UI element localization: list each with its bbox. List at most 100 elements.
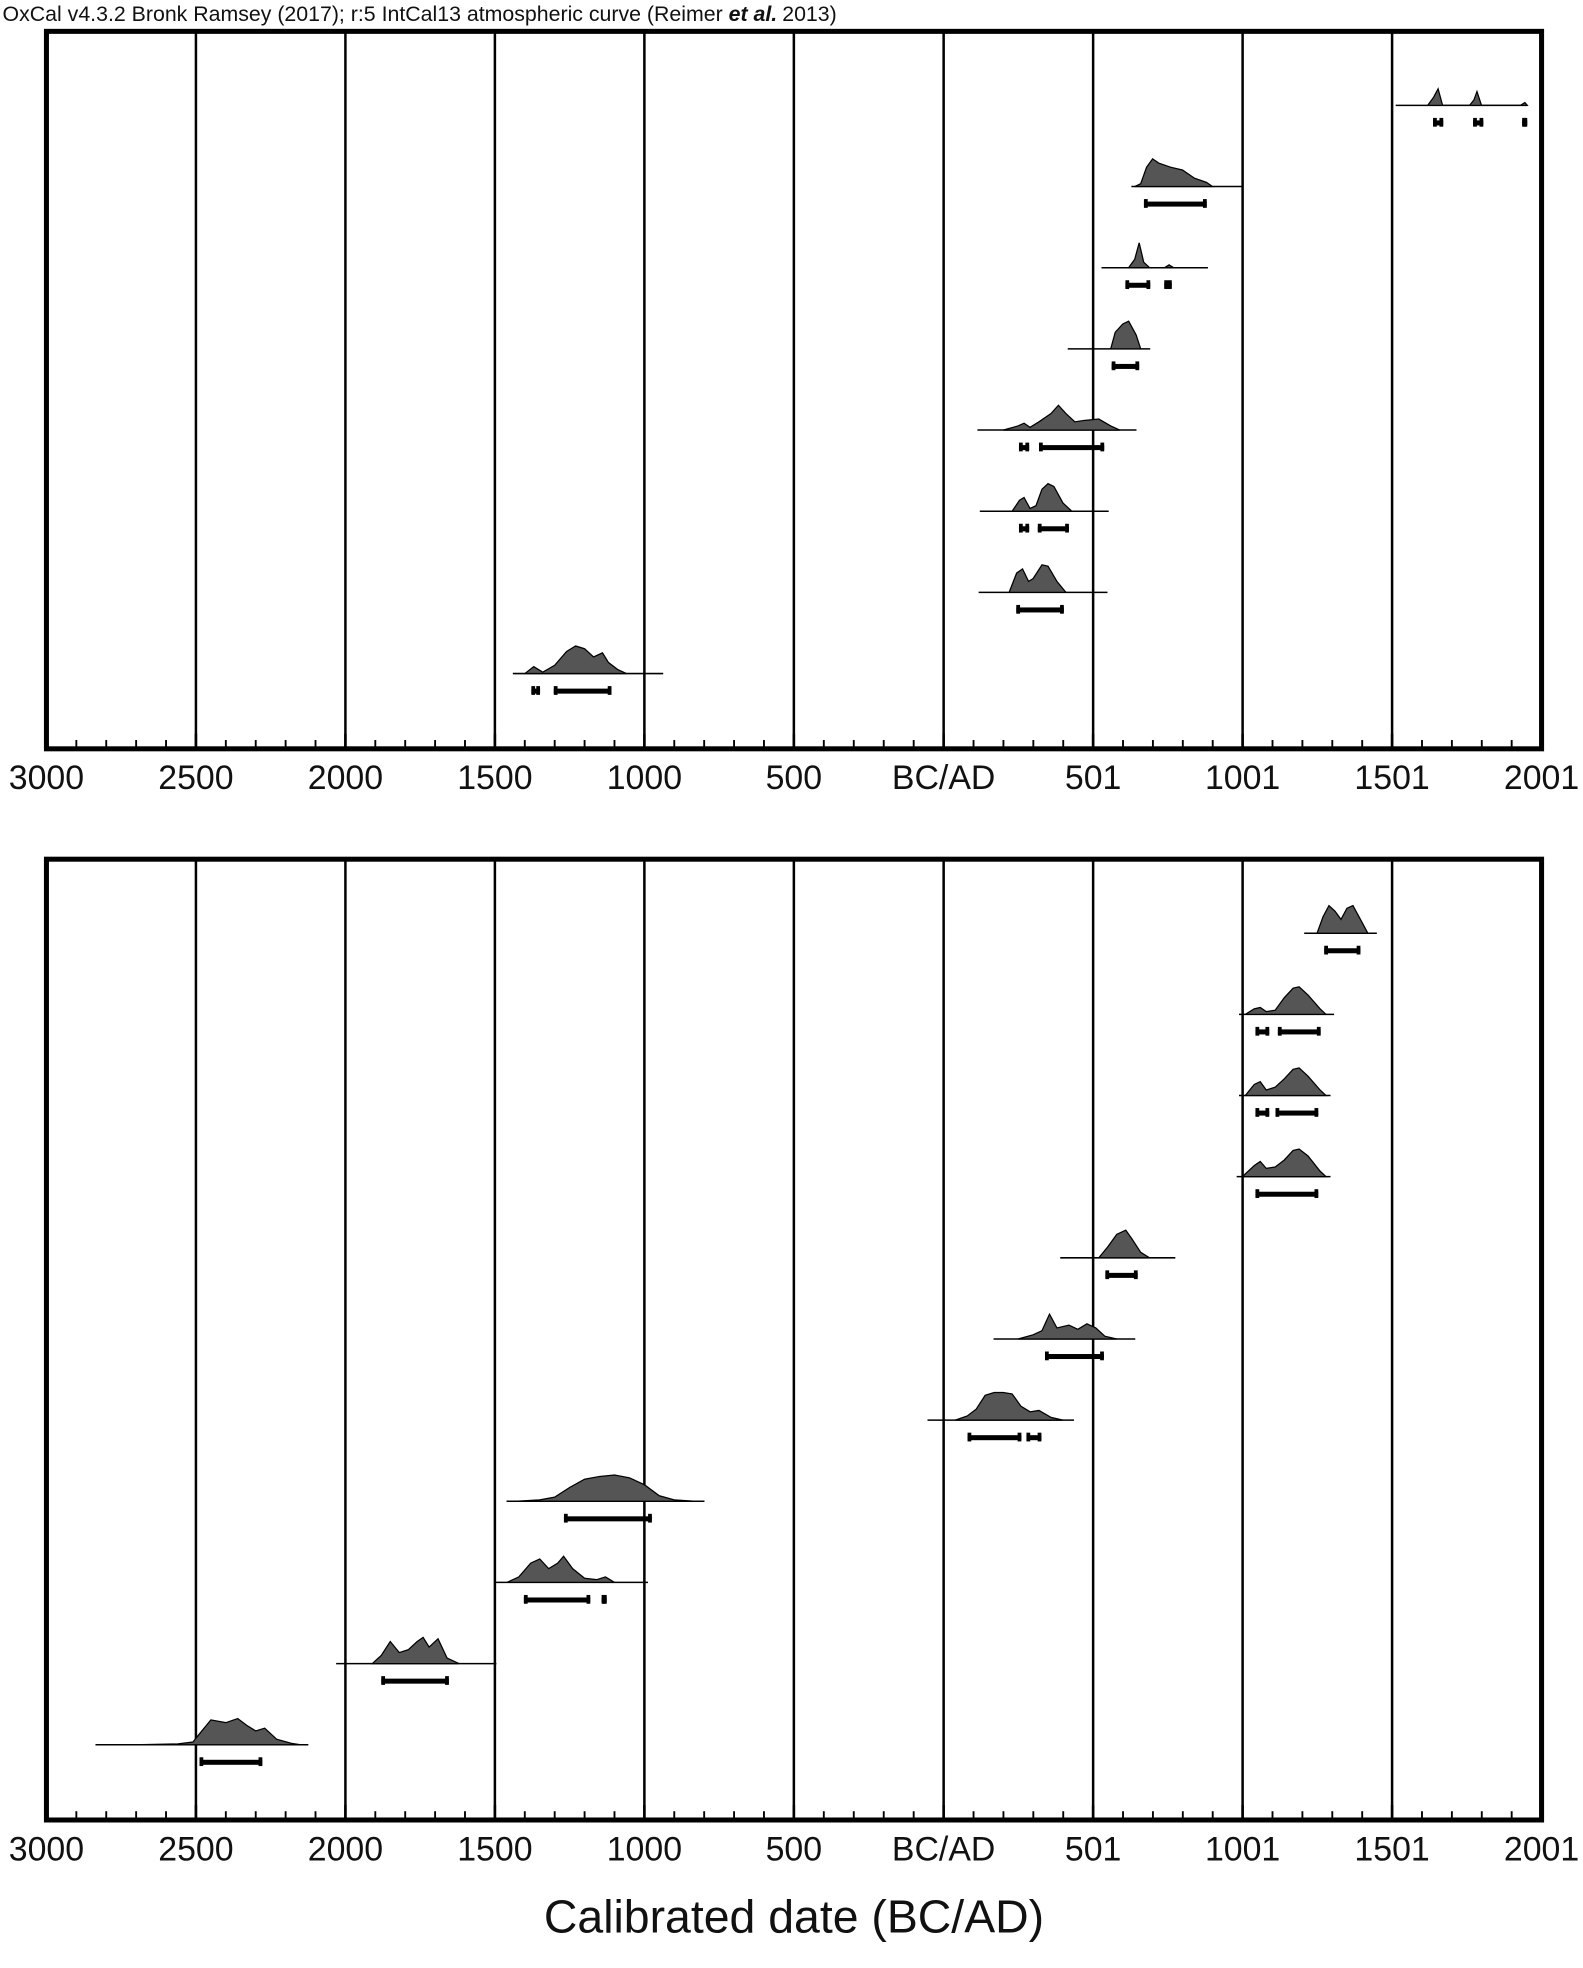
- density: [1316, 904, 1369, 934]
- x-tick-label: 2000: [308, 759, 383, 797]
- credit-year: 2013): [782, 2, 837, 26]
- hpd-range: [1037, 526, 1069, 532]
- range-cap: [381, 1676, 386, 1685]
- range-cap: [1133, 1270, 1138, 1280]
- range-cap: [1439, 117, 1444, 127]
- x-tick-label: 500: [766, 759, 823, 797]
- density: [515, 1474, 696, 1502]
- density: [1127, 242, 1176, 269]
- x-tick-label: 1001: [1205, 759, 1280, 797]
- range-cap: [1044, 1351, 1049, 1361]
- range-cap: [1255, 1108, 1260, 1117]
- hpd-range: [523, 1597, 591, 1603]
- credit: OxCal v4.3.2 Bronk Ramsey (2017); r:5 In…: [3, 2, 837, 26]
- range-cap: [1255, 1026, 1260, 1036]
- x-tick-label: 1500: [457, 759, 532, 797]
- range-cap: [586, 1594, 591, 1604]
- density: [1010, 482, 1074, 512]
- range-cap: [1523, 117, 1528, 127]
- x-tick-label: 2001: [1504, 759, 1579, 797]
- hpd-range: [1105, 1272, 1138, 1278]
- hpd-range: [563, 1516, 652, 1522]
- range-cap: [1314, 1108, 1319, 1117]
- density: [1134, 158, 1215, 188]
- x-tick-label: 3000: [9, 1830, 84, 1868]
- x-tick-label: 1501: [1354, 759, 1429, 797]
- range-cap: [523, 1594, 528, 1604]
- hpd-range: [1125, 282, 1151, 288]
- density: [1243, 986, 1328, 1015]
- hpd-range: [1255, 1029, 1270, 1035]
- density: [1243, 1067, 1328, 1097]
- hpd-range: [1044, 1354, 1104, 1360]
- x-tick-label: 1500: [457, 1830, 532, 1868]
- density: [955, 1391, 1064, 1421]
- credit-italic: et al.: [729, 2, 778, 26]
- range-cap: [1167, 280, 1172, 290]
- density: [136, 1717, 301, 1746]
- x-tick-label: 1000: [607, 759, 682, 797]
- range-cap: [563, 1513, 568, 1523]
- range-cap: [1125, 280, 1130, 290]
- range-cap: [1146, 280, 1151, 290]
- range-cap: [1479, 117, 1484, 127]
- range-cap: [1037, 523, 1042, 533]
- range-cap: [1275, 1108, 1280, 1117]
- hpd-range: [1026, 1435, 1042, 1441]
- range-cap: [1065, 523, 1069, 533]
- range-cap: [536, 686, 541, 695]
- range-cap: [1316, 1026, 1321, 1036]
- hpd-range: [1016, 607, 1064, 613]
- x-tick-label: 2000: [308, 1830, 383, 1868]
- x-tick-label: 1001: [1205, 1830, 1280, 1868]
- x-tick-label: BC/AD: [892, 759, 995, 797]
- x-tick-label: 3000: [9, 759, 84, 797]
- range-cap: [607, 686, 612, 695]
- range-cap: [1314, 1189, 1319, 1198]
- range-cap: [553, 686, 558, 695]
- hpd-range: [1255, 1110, 1270, 1116]
- density: [1002, 404, 1121, 431]
- range-cap: [1255, 1189, 1260, 1198]
- range-cap: [1111, 361, 1116, 371]
- range-cap: [1018, 442, 1023, 452]
- range-cap: [1324, 945, 1328, 955]
- range-cap: [258, 1757, 263, 1767]
- hpd-range: [1039, 445, 1105, 451]
- range-cap: [1164, 280, 1169, 290]
- hpd-range: [1018, 445, 1030, 451]
- range-cap: [1356, 945, 1361, 955]
- hpd-range: [1111, 363, 1140, 369]
- hpd-range: [531, 688, 541, 694]
- x-axis-label: Calibrated date (BC/AD): [544, 1891, 1044, 1943]
- density: [1017, 1312, 1117, 1340]
- x-tick-label: BC/AD: [892, 1830, 995, 1868]
- range-cap: [1265, 1108, 1270, 1117]
- density: [1426, 87, 1529, 106]
- density: [1008, 564, 1068, 594]
- range-cap: [1060, 604, 1064, 614]
- range-cap: [445, 1676, 449, 1685]
- x-tick-label: 1501: [1354, 1830, 1429, 1868]
- range-cap: [1143, 199, 1148, 208]
- range-cap: [1016, 604, 1021, 614]
- hpd-range: [967, 1435, 1022, 1441]
- hpd-range: [1433, 120, 1444, 126]
- x-tick-label: 2001: [1504, 1830, 1579, 1868]
- range-cap: [199, 1757, 204, 1767]
- x-tick-label: 2500: [158, 759, 233, 797]
- density: [506, 1555, 617, 1584]
- hpd-range: [199, 1759, 263, 1765]
- range-cap: [531, 686, 536, 695]
- range-cap: [1202, 199, 1207, 208]
- hpd-range: [1277, 1029, 1321, 1035]
- range-cap: [1025, 523, 1030, 533]
- hpd-range: [1143, 201, 1207, 207]
- density: [1097, 1229, 1152, 1259]
- range-cap: [1277, 1026, 1282, 1036]
- range-cap: [1473, 117, 1477, 127]
- density: [1240, 1148, 1328, 1178]
- range-cap: [1018, 523, 1023, 533]
